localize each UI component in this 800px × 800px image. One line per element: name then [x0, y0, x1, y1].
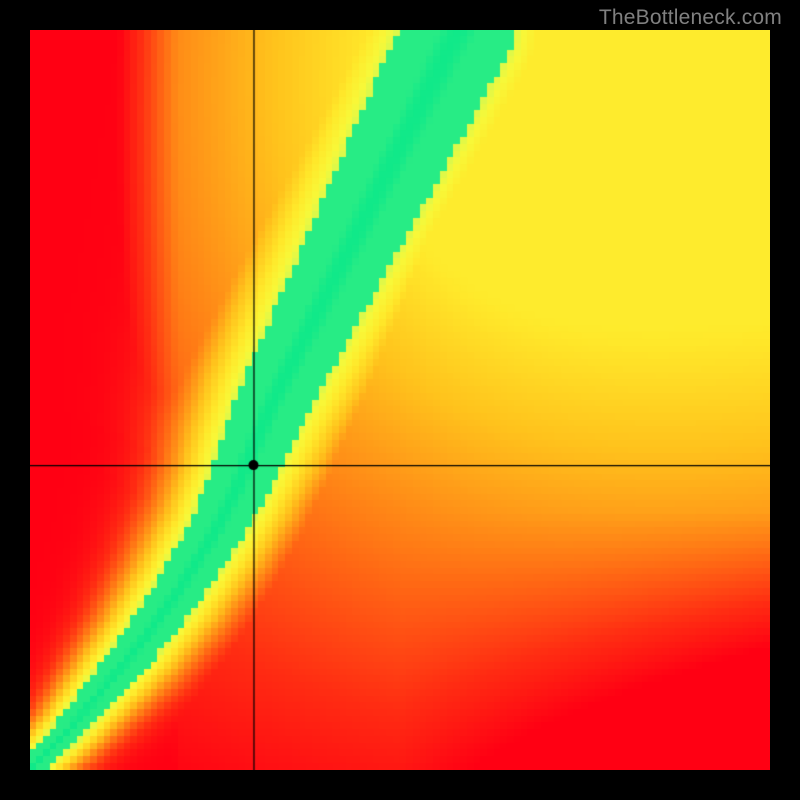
heatmap-canvas: [30, 30, 770, 770]
heatmap-plot: [30, 30, 770, 770]
watermark-text: TheBottleneck.com: [599, 6, 782, 30]
